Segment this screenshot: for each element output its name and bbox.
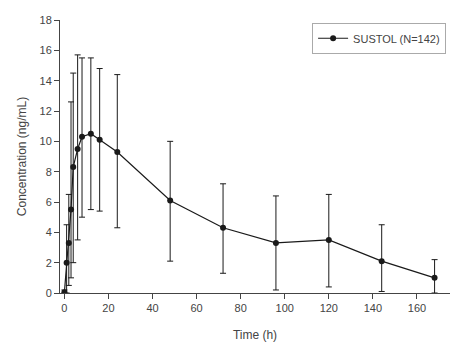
svg-text:Time (h): Time (h): [233, 328, 277, 342]
svg-text:6: 6: [46, 196, 52, 208]
svg-text:20: 20: [102, 302, 114, 314]
svg-text:40: 40: [146, 302, 158, 314]
svg-text:16: 16: [40, 44, 52, 56]
svg-text:14: 14: [40, 75, 52, 87]
svg-text:0: 0: [46, 287, 52, 299]
svg-text:12: 12: [40, 105, 52, 117]
svg-text:4: 4: [46, 226, 52, 238]
svg-text:SUSTOL (N=142): SUSTOL (N=142): [353, 33, 440, 45]
svg-text:2: 2: [46, 257, 52, 269]
svg-text:8: 8: [46, 166, 52, 178]
svg-text:10: 10: [40, 135, 52, 147]
svg-text:60: 60: [190, 302, 202, 314]
svg-text:160: 160: [408, 302, 426, 314]
svg-text:120: 120: [320, 302, 338, 314]
svg-text:Concentration (ng/mL): Concentration (ng/mL): [15, 97, 29, 216]
svg-text:0: 0: [61, 302, 67, 314]
svg-text:140: 140: [364, 302, 382, 314]
svg-text:80: 80: [235, 302, 247, 314]
svg-text:100: 100: [276, 302, 294, 314]
svg-text:18: 18: [40, 14, 52, 26]
